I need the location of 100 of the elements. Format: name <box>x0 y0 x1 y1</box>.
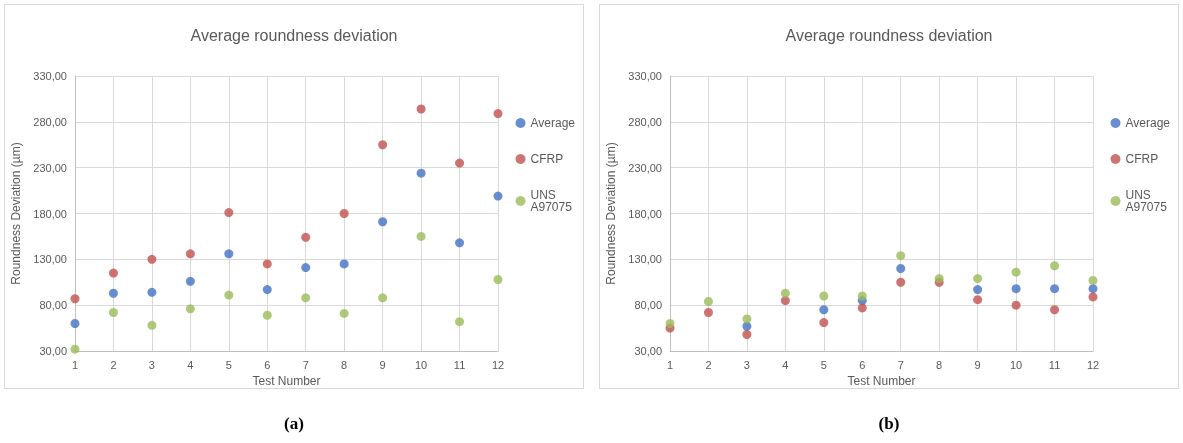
point <box>742 330 752 339</box>
point <box>973 295 983 305</box>
chart-title: Average roundness deviation <box>785 26 993 44</box>
point <box>857 291 867 301</box>
legend-label: Average <box>1125 116 1171 130</box>
y-tick-label: 230,00 <box>33 161 67 174</box>
y-tick-label: 80,00 <box>39 299 67 312</box>
point <box>70 294 80 304</box>
point <box>185 276 195 286</box>
point <box>1011 267 1021 277</box>
point <box>339 209 349 218</box>
y-axis-title: Roundness Deviation (µm) <box>9 142 24 285</box>
point <box>973 274 983 284</box>
y-tick-label: 230,00 <box>628 161 662 174</box>
x-tick-label: 1 <box>666 358 674 371</box>
point <box>224 290 234 300</box>
x-tick-label: 8 <box>936 358 943 371</box>
point <box>301 263 311 273</box>
point <box>416 168 426 178</box>
point <box>455 238 465 248</box>
point <box>262 259 272 269</box>
point <box>703 308 713 317</box>
x-tick-label: 5 <box>225 358 232 371</box>
point <box>493 109 503 119</box>
x-tick-label: 6 <box>859 358 866 371</box>
point <box>147 254 157 264</box>
point <box>493 191 503 201</box>
point <box>455 317 465 327</box>
x-tick-label: 6 <box>264 358 271 371</box>
point <box>224 249 234 259</box>
point <box>224 208 234 218</box>
point <box>493 275 503 284</box>
x-tick-label: 10 <box>1009 358 1023 371</box>
point <box>108 268 118 278</box>
chart-title: Average roundness deviation <box>190 26 398 44</box>
point <box>973 285 983 295</box>
point <box>301 293 311 303</box>
legend-label: CFRP <box>530 152 564 166</box>
point <box>1011 300 1021 310</box>
point <box>857 303 867 313</box>
point <box>1050 261 1060 271</box>
x-tick-label: 2 <box>705 358 712 371</box>
point <box>147 320 157 330</box>
point <box>780 288 790 298</box>
point <box>378 217 388 227</box>
y-tick-label: 130,00 <box>628 253 662 266</box>
point <box>455 158 465 168</box>
x-tick-label: 12 <box>1086 358 1100 371</box>
y-tick-label: 280,00 <box>33 115 67 128</box>
point <box>185 249 195 259</box>
x-tick-label: 1 <box>71 358 79 371</box>
point <box>703 297 713 306</box>
x-tick-label: 8 <box>341 358 348 371</box>
y-tick-label: 180,00 <box>33 207 67 220</box>
point <box>1088 292 1098 302</box>
x-tick-label: 11 <box>1048 358 1061 371</box>
point <box>819 291 829 301</box>
point <box>70 344 80 354</box>
x-tick-label: 7 <box>302 358 309 371</box>
y-tick-label: 280,00 <box>628 115 662 128</box>
x-axis-title: Test Number <box>847 373 916 388</box>
point <box>819 318 829 328</box>
point <box>416 104 426 114</box>
x-tick-label: 5 <box>820 358 827 371</box>
x-tick-label: 3 <box>743 358 750 371</box>
point <box>70 319 80 328</box>
point <box>262 285 272 295</box>
point <box>665 319 675 328</box>
y-tick-label: 330,00 <box>628 70 662 82</box>
x-tick-label: 7 <box>897 358 904 371</box>
point <box>1050 305 1060 315</box>
x-tick-label: 2 <box>110 358 117 371</box>
point <box>185 304 195 314</box>
point <box>819 305 829 315</box>
x-tick-label: 9 <box>974 358 981 371</box>
point <box>339 308 349 318</box>
x-tick-label: 12 <box>491 358 505 371</box>
x-tick-label: 9 <box>379 358 386 371</box>
point <box>416 231 426 241</box>
legend-label: UNS A97075 <box>1125 188 1168 214</box>
point <box>301 232 311 242</box>
legend-label: CFRP <box>1125 152 1159 166</box>
point <box>147 287 157 297</box>
y-tick-label: 30,00 <box>634 345 662 357</box>
point <box>896 277 906 287</box>
x-axis-title: Test Number <box>252 373 321 388</box>
y-tick-label: 330,00 <box>33 70 67 82</box>
y-tick-label: 130,00 <box>33 253 67 266</box>
x-tick-label: 11 <box>453 358 466 371</box>
point <box>108 288 118 298</box>
point <box>896 264 906 273</box>
x-tick-label: 3 <box>148 358 155 371</box>
point <box>1088 275 1098 285</box>
point <box>1050 284 1060 294</box>
point <box>742 314 752 324</box>
y-axis-title: Roundness Deviation (µm) <box>604 142 619 285</box>
point <box>262 310 272 320</box>
point <box>780 296 790 306</box>
x-tick-label: 10 <box>414 358 428 371</box>
x-tick-label: 4 <box>187 358 194 371</box>
